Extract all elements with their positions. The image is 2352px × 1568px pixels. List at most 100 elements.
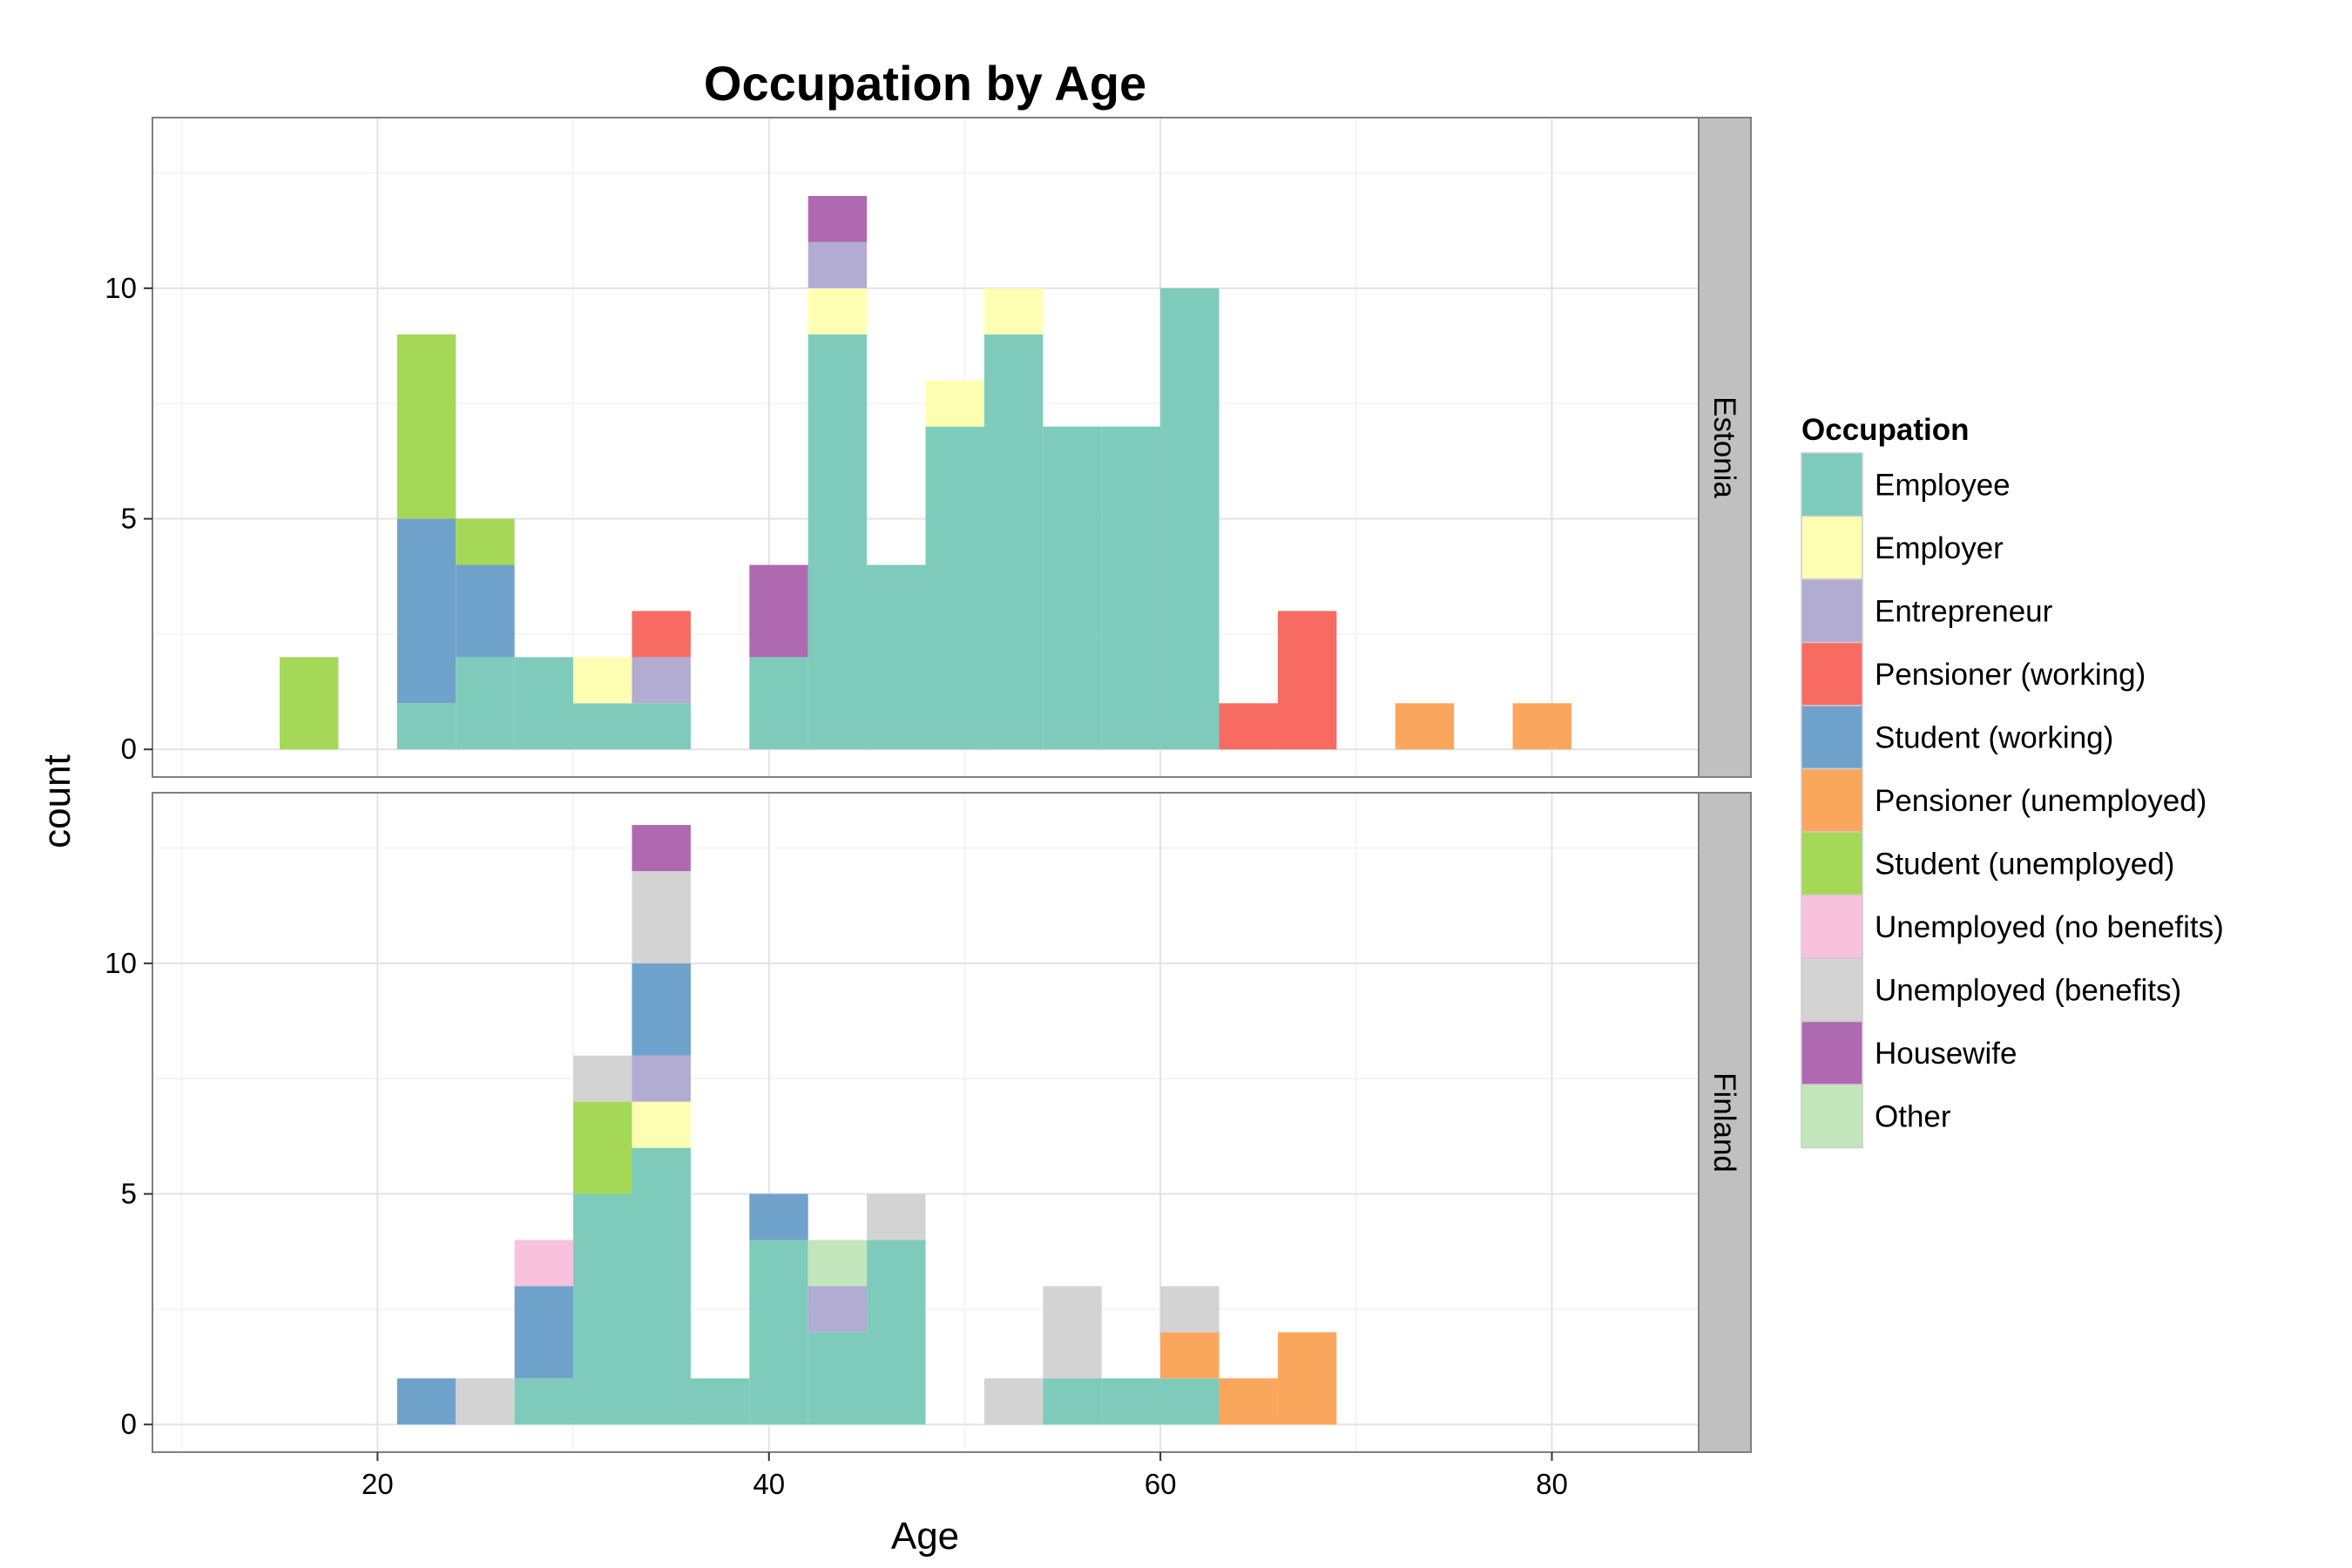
bar-segment — [1277, 1332, 1337, 1425]
bar-segment — [632, 703, 691, 750]
bar-segment — [867, 1193, 926, 1240]
legend-key — [1801, 1020, 1863, 1085]
bar-segment — [573, 1193, 632, 1425]
chart-title: Occupation by Age — [704, 56, 1146, 111]
legend-label: Other — [1875, 1099, 1951, 1133]
y-tick-label: 5 — [121, 503, 137, 535]
bar-segment — [749, 564, 808, 658]
bar-segment — [632, 611, 691, 658]
bar-segment — [1043, 426, 1102, 750]
facet-panels: 0 5 10 Estonia 0 5 10 Finland — [105, 117, 1752, 1453]
legend-item: Housewife — [1801, 1020, 2017, 1085]
legend-label: Pensioner (unemployed) — [1875, 784, 2207, 818]
bar-segment — [808, 1240, 868, 1287]
y-tick-label: 10 — [105, 947, 137, 979]
bar-segment — [1277, 611, 1337, 750]
legend-label: Employer — [1875, 531, 2004, 565]
legend-item: Unemployed (benefits) — [1801, 957, 2181, 1023]
bar-segment — [396, 518, 456, 704]
legend-key — [1801, 578, 1863, 644]
bar-segment — [1160, 1286, 1220, 1333]
bar-segment — [456, 1378, 515, 1425]
bar-segment — [1043, 1286, 1102, 1379]
bar-segment — [749, 1240, 808, 1425]
bar-segment — [925, 380, 984, 427]
bar-segment — [808, 1286, 868, 1333]
x-axis: 20 40 60 80 — [362, 1452, 1568, 1500]
bar-segment — [1219, 703, 1278, 750]
bar-segment — [1219, 1378, 1278, 1425]
legend-label: Student (unemployed) — [1875, 847, 2174, 881]
y-tick-label: 5 — [121, 1178, 137, 1210]
bar-segment — [632, 1101, 691, 1148]
facet-panel-estonia: 0 5 10 Estonia — [105, 117, 1752, 778]
legend-label: Employee — [1875, 468, 2011, 502]
bar-segment — [983, 334, 1044, 750]
bar-segment — [867, 1240, 926, 1425]
bar-segment — [808, 1332, 868, 1425]
bar-segment — [396, 334, 456, 519]
legend-item: Unemployed (no benefits) — [1801, 894, 2224, 959]
bar-segment — [632, 825, 691, 871]
facet-strip-label: Finland — [1707, 1072, 1741, 1173]
y-axis-title: count — [36, 754, 78, 848]
bar-segment — [690, 1378, 750, 1425]
bar-segment — [396, 1378, 456, 1425]
legend-item: Student (working) — [1801, 705, 2113, 770]
bar-segment — [514, 1240, 574, 1287]
bar-segment — [1101, 1378, 1161, 1425]
bar-segment — [808, 334, 868, 750]
y-tick-label: 10 — [105, 272, 137, 304]
bar-segment — [749, 657, 808, 750]
legend-label: Student (working) — [1875, 720, 2113, 754]
bar-segment — [1512, 703, 1571, 750]
bar-segment — [632, 657, 691, 704]
bar-segment — [456, 564, 515, 658]
legend-items: Employee Employer Entrepreneur Pensioner (w… — [1801, 452, 2224, 1149]
bar-segment — [632, 1055, 691, 1102]
legend-item: Other — [1801, 1084, 1951, 1149]
legend-key — [1801, 452, 1863, 517]
bar-segment — [1043, 1378, 1102, 1425]
legend-label: Entrepreneur — [1875, 594, 2053, 628]
legend-item: Employer — [1801, 515, 2004, 580]
bar-segment — [514, 657, 574, 750]
x-tick-label: 60 — [1145, 1468, 1177, 1500]
bar-segment — [1160, 1332, 1220, 1379]
bar-segment — [573, 1101, 632, 1194]
legend-item: Entrepreneur — [1801, 578, 2053, 644]
legend-label: Unemployed (no benefits) — [1875, 910, 2224, 944]
bar-segment — [632, 1147, 691, 1425]
bar-segment — [925, 426, 984, 750]
legend-key — [1801, 515, 1863, 580]
x-axis-title: Age — [891, 1515, 959, 1558]
x-tick-label: 20 — [362, 1468, 394, 1500]
x-tick-label: 40 — [753, 1468, 785, 1500]
bars-estonia — [280, 195, 1571, 750]
legend-item: Pensioner (unemployed) — [1801, 767, 2207, 833]
legend: Occupation Employee Employer Entrepreneur P… — [1801, 413, 2224, 1149]
legend-key — [1801, 894, 1863, 959]
bar-segment — [808, 241, 868, 288]
bar-segment — [1160, 1378, 1220, 1425]
facet-strip — [1698, 792, 1752, 1453]
y-tick-label: 0 — [121, 1408, 137, 1440]
legend-key — [1801, 1084, 1863, 1149]
bar-segment — [808, 287, 868, 335]
bar-segment — [573, 1055, 632, 1102]
bars-finland — [396, 825, 1337, 1425]
legend-key — [1801, 831, 1863, 896]
bar-segment — [280, 657, 339, 750]
bar-segment — [456, 518, 515, 565]
facet-strip — [1698, 117, 1752, 778]
legend-key — [1801, 705, 1863, 770]
bar-segment — [573, 703, 632, 750]
legend-key — [1801, 767, 1863, 833]
bar-segment — [514, 1378, 574, 1425]
legend-label: Unemployed (benefits) — [1875, 973, 2181, 1007]
bar-segment — [456, 657, 515, 750]
bar-segment — [514, 1286, 574, 1379]
y-tick-label: 0 — [121, 733, 137, 765]
bar-segment — [983, 1378, 1044, 1425]
